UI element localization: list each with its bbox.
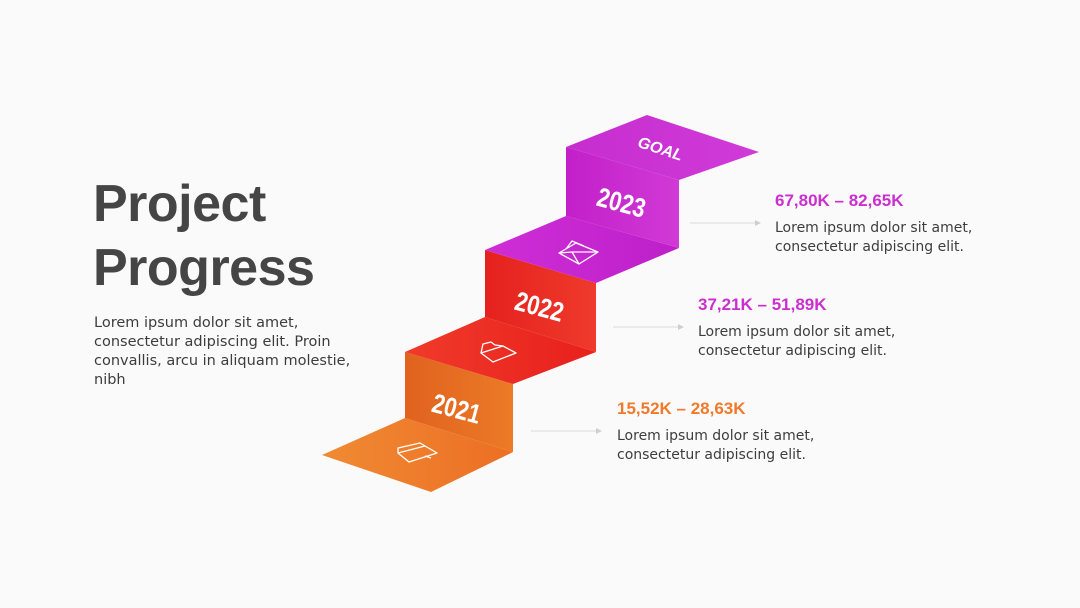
info-block-2022: 37,21K – 51,89K Lorem ipsum dolor sit am…: [698, 295, 895, 361]
info-block-2023: 67,80K – 82,65K Lorem ipsum dolor sit am…: [775, 191, 972, 257]
envelope-icon: [558, 240, 599, 265]
desc-2022: Lorem ipsum dolor sit amet, consectetur …: [698, 323, 895, 361]
step-2023-riser: [566, 147, 679, 248]
connector-arrow-2023: [690, 220, 761, 226]
step-2021-riser: [405, 352, 513, 452]
desc-2023-line-1: Lorem ipsum dolor sit amet,: [775, 220, 973, 236]
connector-arrow-2021: [531, 428, 602, 434]
info-block-2021: 15,52K – 28,63K Lorem ipsum dolor sit am…: [617, 399, 814, 465]
desc-2022-line-2: consectetur adipiscing elit.: [698, 343, 887, 359]
title-line-1: Project: [93, 175, 266, 233]
goal-platform: [566, 115, 759, 180]
step-2022-riser: [485, 250, 596, 352]
range-2023: 67,80K – 82,65K: [775, 191, 904, 210]
range-2022: 37,21K – 51,89K: [698, 295, 827, 314]
step-2021-tread: [322, 418, 513, 492]
desc-2021-line-2: consectetur adipiscing elit.: [617, 447, 806, 463]
range-2021: 15,52K – 28,63K: [617, 399, 746, 418]
desc-2022-line-1: Lorem ipsum dolor sit amet,: [698, 324, 896, 340]
connector-arrow-2022: [613, 324, 684, 330]
folder-icon: [480, 341, 517, 363]
folder-icon: [397, 442, 438, 463]
title-line-2: Progress: [93, 239, 315, 297]
step-2022-tread: [405, 317, 596, 384]
intro-text: Lorem ipsum dolor sit amet, consectetur …: [94, 315, 351, 388]
page-title: Project Progress: [93, 172, 315, 300]
desc-2023: Lorem ipsum dolor sit amet, consectetur …: [775, 219, 972, 257]
desc-2021-line-1: Lorem ipsum dolor sit amet,: [617, 428, 815, 444]
desc-2021: Lorem ipsum dolor sit amet, consectetur …: [617, 427, 814, 465]
step-2023-tread: [485, 216, 679, 283]
desc-2023-line-2: consectetur adipiscing elit.: [775, 239, 964, 255]
